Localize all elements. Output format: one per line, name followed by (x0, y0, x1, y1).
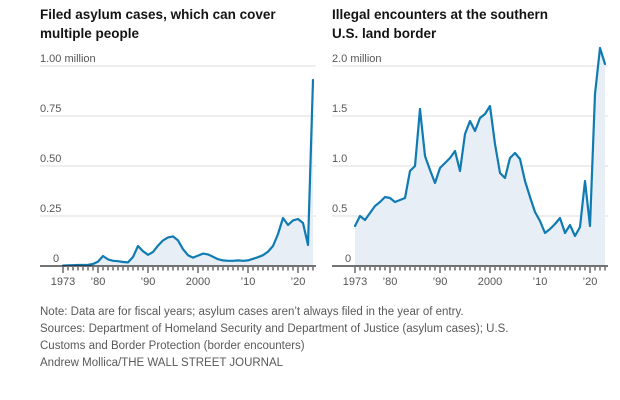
charts-row: Filed asylum cases, which can cover multi… (40, 5, 610, 298)
x-axis-label: ’90 (141, 276, 156, 288)
wsj-asylum-border-charts-page: Filed asylum cases, which can cover multi… (0, 5, 610, 372)
x-axis-label: 2000 (186, 276, 210, 288)
sources-text: Sources: Department of Homeland Security… (40, 323, 509, 353)
chart-svg: 2.0 million 1.5 1.0 0.5 0 1973 ’80 ’90 2000 ’10 ’2… (332, 47, 608, 288)
y-axis-label: 0.50 (40, 153, 61, 165)
border-encounters-chart: Illegal encounters at the southern U.S. l… (332, 5, 610, 298)
note-text: Note: Data are for fiscal years; asylum … (40, 306, 464, 319)
y-axis-label: 1.0 (332, 153, 347, 165)
asylum-chart-title-line2: multiple people (40, 26, 140, 42)
y-axis-label: 1.5 (332, 103, 347, 115)
x-axis-label: 1973 (51, 276, 75, 288)
y-axis-label: 0.25 (40, 203, 61, 215)
asylum-cases-chart: Filed asylum cases, which can cover multi… (40, 5, 318, 298)
series-area-fill (63, 80, 313, 267)
border-chart-title: Illegal encounters at the southern U.S. l… (332, 5, 610, 43)
y-axis-label: 0.5 (332, 203, 347, 215)
x-axis-label: ’90 (433, 276, 448, 288)
x-axis-label: ’20 (291, 276, 306, 288)
border-encounters-plot: 2.0 million 1.5 1.0 0.5 0 1973 ’80 ’90 2000 ’10 ’2… (332, 46, 610, 298)
border-chart-title-line1: Illegal encounters at the southern (332, 7, 549, 22)
x-axis-label: ’10 (241, 276, 256, 288)
y-axis-label: 0 (53, 253, 59, 265)
x-axis-label: 2000 (478, 276, 502, 288)
x-axis-label: 1973 (343, 276, 367, 288)
y-axis-label: 2.0 million (332, 53, 382, 65)
series-area-fill (355, 48, 605, 267)
x-axis-label: ’80 (91, 276, 106, 288)
x-axis-label: ’10 (533, 276, 548, 288)
y-axis-label: 0 (345, 253, 351, 265)
asylum-cases-plot: 1.00 million 0.75 0.50 0.25 0 1973 ’80 ’90 2000 ’… (40, 46, 318, 298)
series-line (353, 47, 607, 238)
border-chart-title-line2: U.S. land border (332, 26, 437, 42)
x-axis-label: ’20 (583, 276, 598, 288)
chart-footnotes: Note: Data are for fiscal years; asylum … (0, 298, 530, 372)
asylum-chart-title-line1: Filed asylum cases, which can cover (40, 7, 276, 22)
chart-svg: 1.00 million 0.75 0.50 0.25 0 1973 ’80 ’90 2000 ’… (40, 53, 316, 288)
credit-text: Andrew Mollica/THE WALL STREET JOURNAL (40, 357, 284, 370)
asylum-chart-title: Filed asylum cases, which can cover multi… (40, 5, 318, 43)
x-axis-label: ’80 (383, 276, 398, 288)
y-axis-label: 1.00 million (40, 53, 96, 65)
y-axis-label: 0.75 (40, 103, 61, 115)
series-line (61, 79, 315, 268)
